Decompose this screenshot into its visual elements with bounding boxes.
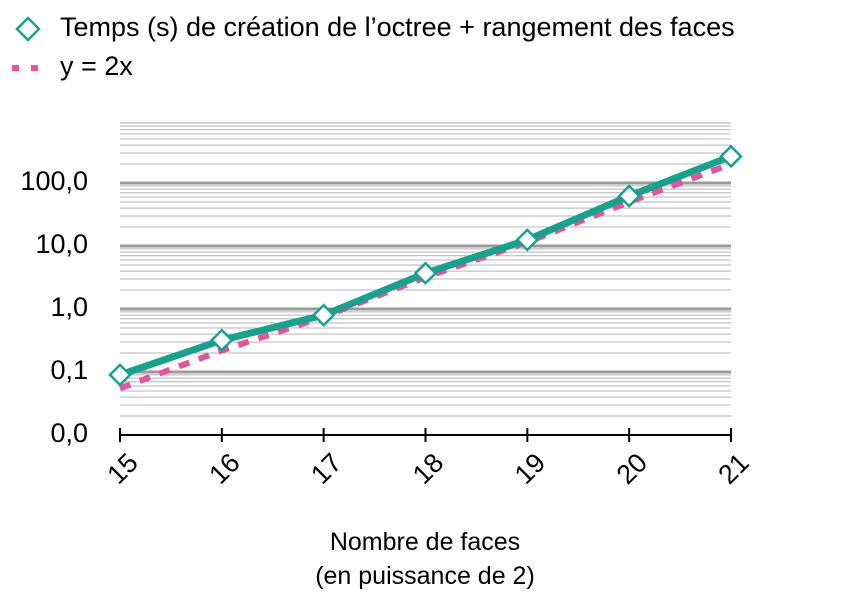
y-tick-label: 0,1 (50, 355, 88, 385)
y-axis-tick-labels: 0,0 0,1 1,0 10,0 100,0 (20, 166, 88, 448)
data-point-marker (515, 228, 540, 252)
legend-label-temps: Temps (s) de création de l’octree + rang… (60, 12, 735, 42)
x-axis: 15 16 17 18 19 20 21 (101, 428, 755, 490)
x-tick-label: 17 (305, 447, 347, 489)
data-point-marker (311, 303, 336, 327)
x-tick-label: 16 (203, 447, 245, 489)
data-point-marker (210, 328, 234, 352)
data-point-marker (719, 144, 743, 169)
data-point-marker (617, 184, 641, 208)
legend-marker-temps (15, 16, 41, 42)
x-tick-label: 19 (509, 447, 551, 489)
y-tick-label: 100,0 (20, 166, 88, 196)
x-axis-title-line2: (en puissance de 2) (315, 562, 535, 590)
x-tick-label: 18 (407, 447, 449, 489)
x-tick-label: 15 (101, 447, 143, 489)
legend-label-y-2x: y = 2x (60, 51, 133, 81)
x-tick-label: 21 (712, 447, 754, 489)
data-point-marker (108, 363, 132, 387)
y-tick-label: 10,0 (35, 229, 88, 259)
y-tick-label: 1,0 (50, 292, 88, 322)
x-axis-title-line1: Nombre de faces (330, 528, 520, 556)
series-group (108, 144, 743, 392)
legend: Temps (s) de création de l’octree + rang… (12, 12, 735, 81)
y-tick-label: 0,0 (50, 418, 88, 448)
x-tick-label: 20 (611, 447, 653, 489)
data-point-marker (413, 261, 438, 285)
